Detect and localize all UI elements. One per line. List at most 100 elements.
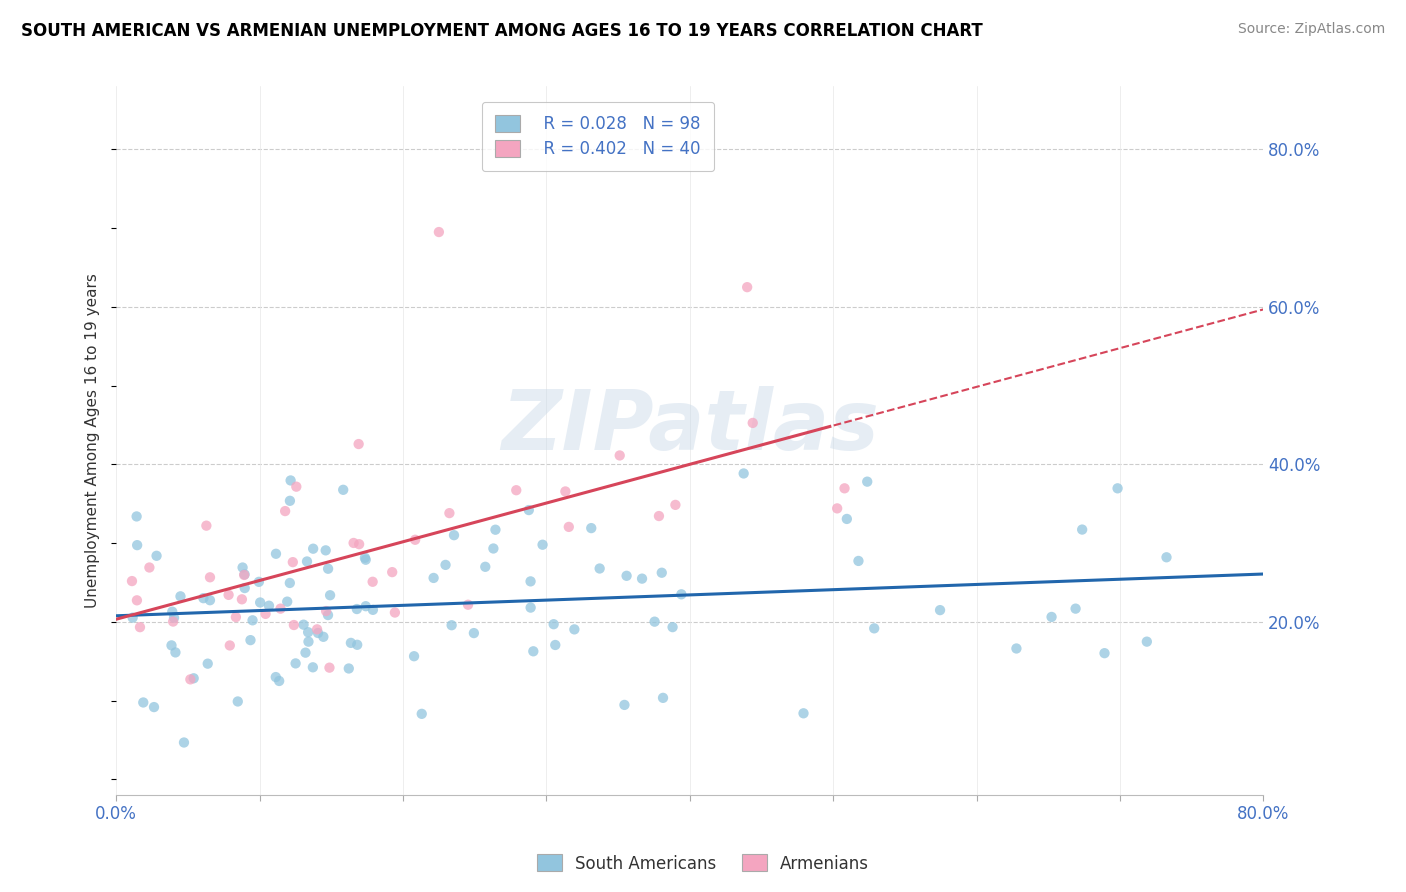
- Point: [929, 603, 952, 617]
- Point: [664, 498, 686, 512]
- Point: [347, 437, 370, 451]
- Point: [648, 509, 671, 524]
- Point: [835, 512, 858, 526]
- Point: [519, 574, 541, 589]
- Point: [651, 566, 673, 580]
- Point: [332, 483, 354, 497]
- Point: [361, 603, 384, 617]
- Point: [422, 571, 444, 585]
- Point: [834, 481, 856, 495]
- Point: [264, 670, 287, 684]
- Point: [1040, 610, 1063, 624]
- Point: [661, 620, 683, 634]
- Point: [427, 225, 450, 239]
- Point: [361, 574, 384, 589]
- Point: [284, 657, 307, 671]
- Point: [631, 572, 654, 586]
- Point: [302, 541, 325, 556]
- Point: [127, 538, 149, 552]
- Point: [652, 690, 675, 705]
- Point: [143, 700, 166, 714]
- Legend: South Americans, Armenians: South Americans, Armenians: [530, 847, 876, 880]
- Point: [381, 565, 404, 579]
- Point: [543, 617, 565, 632]
- Point: [443, 528, 465, 542]
- Point: [346, 638, 368, 652]
- Point: [315, 543, 337, 558]
- Point: [1107, 481, 1129, 495]
- Point: [609, 449, 631, 463]
- Point: [233, 567, 256, 582]
- Point: [285, 480, 308, 494]
- Point: [581, 521, 603, 535]
- Point: [474, 559, 496, 574]
- Y-axis label: Unemployment Among Ages 16 to 19 years: Unemployment Among Ages 16 to 19 years: [86, 273, 100, 608]
- Point: [132, 696, 155, 710]
- Point: [544, 638, 567, 652]
- Point: [354, 550, 377, 565]
- Text: Source: ZipAtlas.com: Source: ZipAtlas.com: [1237, 22, 1385, 37]
- Point: [274, 504, 297, 518]
- Point: [671, 587, 693, 601]
- Point: [231, 592, 253, 607]
- Point: [616, 569, 638, 583]
- Point: [1136, 634, 1159, 648]
- Point: [404, 533, 426, 547]
- Point: [165, 645, 187, 659]
- Point: [239, 633, 262, 648]
- Point: [129, 620, 152, 634]
- Point: [125, 593, 148, 607]
- Point: [121, 574, 143, 588]
- Point: [160, 639, 183, 653]
- Point: [347, 537, 370, 551]
- Point: [183, 671, 205, 685]
- Point: [457, 598, 479, 612]
- Point: [138, 560, 160, 574]
- Point: [163, 611, 186, 625]
- Point: [613, 698, 636, 712]
- Point: [257, 599, 280, 613]
- Point: [281, 555, 304, 569]
- Point: [315, 604, 337, 618]
- Point: [295, 554, 318, 568]
- Point: [307, 623, 329, 637]
- Point: [280, 474, 302, 488]
- Point: [318, 660, 340, 674]
- Point: [307, 626, 329, 640]
- Point: [741, 416, 763, 430]
- Point: [1071, 523, 1094, 537]
- Point: [505, 483, 527, 498]
- Point: [264, 547, 287, 561]
- Point: [346, 602, 368, 616]
- Legend:   R = 0.028   N = 98,   R = 0.402   N = 40: R = 0.028 N = 98, R = 0.402 N = 40: [482, 102, 714, 171]
- Point: [564, 623, 586, 637]
- Point: [198, 593, 221, 607]
- Point: [735, 280, 758, 294]
- Point: [463, 626, 485, 640]
- Point: [278, 576, 301, 591]
- Point: [863, 621, 886, 635]
- Point: [218, 588, 240, 602]
- Point: [254, 607, 277, 621]
- Point: [297, 625, 319, 640]
- Point: [354, 552, 377, 566]
- Point: [283, 618, 305, 632]
- Point: [337, 661, 360, 675]
- Point: [558, 520, 581, 534]
- Point: [121, 610, 143, 624]
- Point: [312, 630, 335, 644]
- Point: [292, 617, 315, 632]
- Point: [278, 493, 301, 508]
- Point: [162, 605, 184, 619]
- Point: [125, 509, 148, 524]
- Point: [825, 501, 848, 516]
- Point: [195, 518, 218, 533]
- Point: [340, 636, 363, 650]
- Point: [162, 615, 184, 629]
- Point: [792, 706, 814, 721]
- Point: [517, 503, 540, 517]
- Point: [342, 536, 364, 550]
- Point: [402, 649, 425, 664]
- Point: [302, 660, 325, 674]
- Point: [1094, 646, 1116, 660]
